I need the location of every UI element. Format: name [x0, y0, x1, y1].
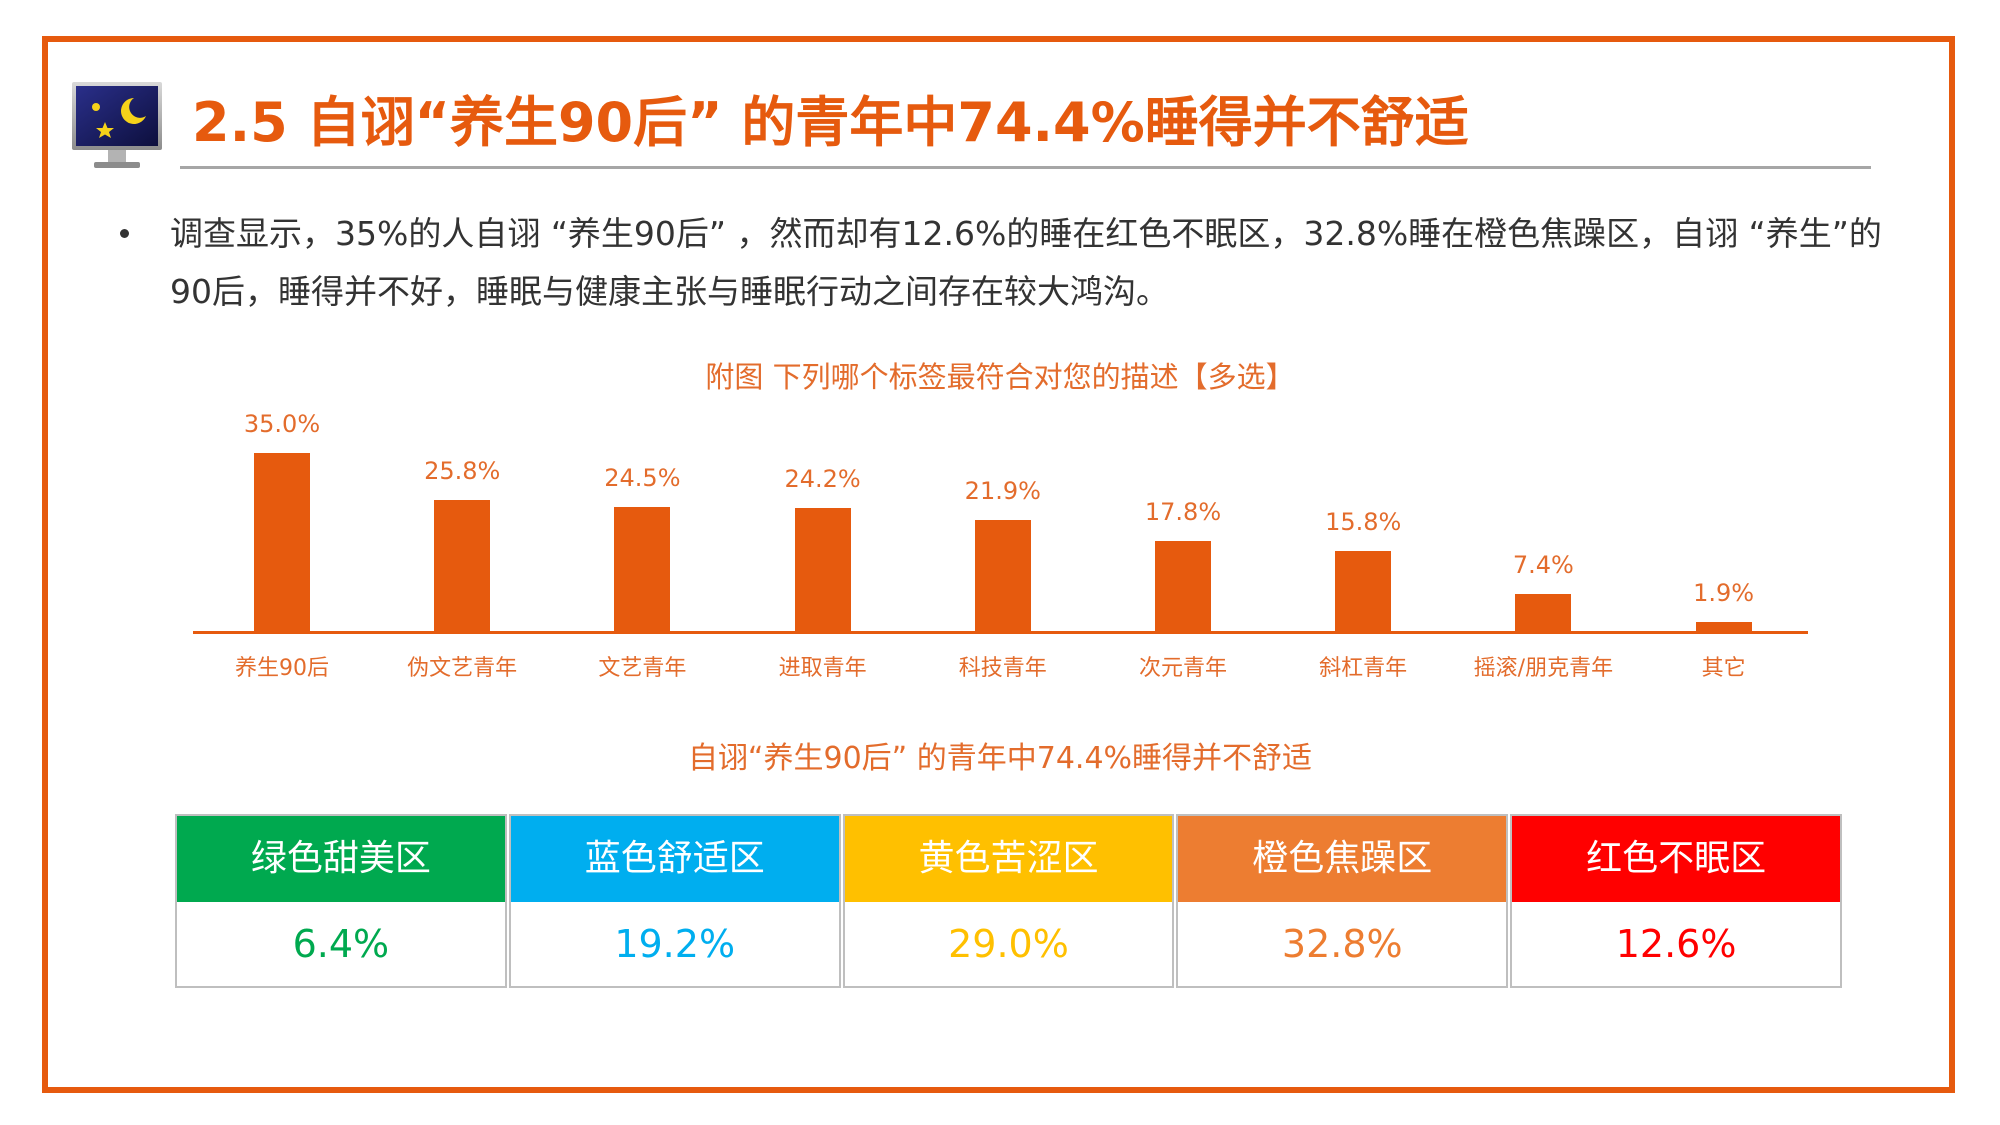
zone-yellow: 黄色苦涩区 29.0% [842, 814, 1175, 988]
bar-value-label: 35.0% [243, 410, 321, 439]
chart-title: 附图 下列哪个标签最符合对您的描述【多选】 [705, 360, 1295, 394]
bullet-icon [120, 229, 129, 238]
zone-orange: 橙色焦躁区 32.8% [1176, 814, 1509, 988]
category-label: 科技青年 [958, 656, 1047, 681]
bar [1155, 541, 1211, 632]
zone-label: 蓝色舒适区 [510, 816, 839, 902]
zone-value: 19.2% [614, 922, 736, 966]
category-label: 文艺青年 [598, 656, 687, 681]
bar [254, 453, 310, 632]
bar [1515, 594, 1572, 632]
zone-value: 29.0% [948, 922, 1069, 966]
zone-green: 绿色甜美区 6.4% [175, 814, 507, 988]
zone-label: 黄色苦涩区 [844, 816, 1173, 902]
bar [974, 520, 1031, 632]
bar-value-label: 17.8% [1144, 498, 1222, 527]
bar [614, 506, 671, 632]
monitor-night-icon [72, 80, 162, 172]
category-label: 次元青年 [1138, 656, 1227, 681]
category-label: 摇滚/朋克青年 [1473, 656, 1614, 681]
zone-value: 6.4% [292, 922, 390, 966]
category-label: 斜杠青年 [1319, 656, 1408, 681]
zone-label: 红色不眠区 [1512, 816, 1840, 902]
bar-value-label: 15.8% [1325, 508, 1402, 537]
slide-frame [42, 36, 1955, 1093]
bar [794, 508, 851, 632]
page-title: 2.5 自诩“养生90后” 的青年中74.4%睡得并不舒适 [192, 91, 1469, 154]
bullet-text: 调查显示，35%的人自诩 “养生90后” ，然而却有12.6%的睡在红色不眠区，… [170, 214, 1882, 311]
bar [1335, 551, 1392, 632]
bar-value-label: 21.9% [964, 477, 1041, 506]
bar-value-label: 25.8% [424, 457, 501, 486]
bar-value-label: 24.5% [604, 463, 681, 492]
category-label: 进取青年 [778, 656, 867, 681]
zone-blue: 蓝色舒适区 19.2% [508, 814, 841, 988]
bar-value-label: 1.9% [1693, 579, 1755, 608]
category-label: 养生90后 [235, 656, 329, 681]
bar-value-label: 24.2% [784, 465, 861, 494]
zones-subtitle: 自诩“养生90后” 的青年中74.4%睡得并不舒适 [687, 741, 1313, 776]
title-divider [180, 166, 1871, 169]
zone-label: 橙色焦躁区 [1178, 816, 1507, 902]
category-label: 伪文艺青年 [407, 656, 518, 681]
bar-value-label: 7.4% [1512, 551, 1574, 580]
zone-red: 红色不眠区 12.6% [1510, 814, 1842, 988]
bar [1695, 622, 1752, 632]
x-axis-line [193, 631, 1808, 634]
zone-value: 32.8% [1281, 922, 1403, 966]
zone-value: 12.6% [1615, 922, 1737, 966]
sleep-zones-table: 绿色甜美区 6.4% 蓝色舒适区 19.2% 黄色苦涩区 29.0% 橙色焦躁区… [175, 814, 1842, 988]
bar [434, 500, 491, 632]
zone-label: 绿色甜美区 [177, 816, 505, 902]
category-label: 其它 [1701, 656, 1746, 681]
